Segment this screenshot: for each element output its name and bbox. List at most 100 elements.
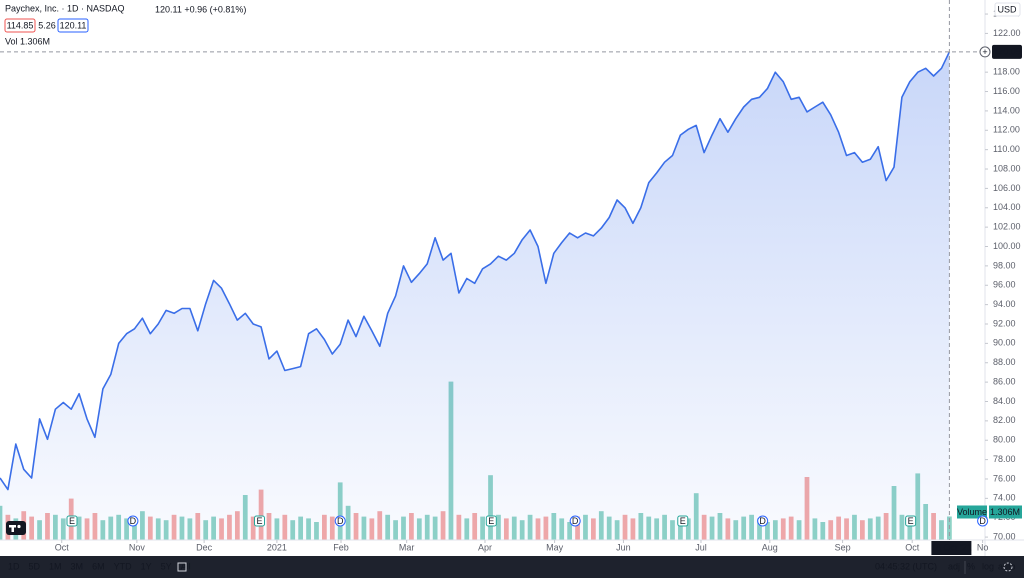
y-tick-label: 82.00 [993,415,1016,425]
event-label[interactable]: E [488,516,494,526]
last-price-badge [992,44,1022,59]
scale-option[interactable]: auto [998,561,1016,571]
y-tick-label: 122.00 [993,28,1021,38]
y-tick-label: 88.00 [993,357,1016,367]
range-button[interactable]: 5Y [161,561,172,571]
x-tick-label: Aug [762,542,778,552]
dividend-marker[interactable] [569,515,581,527]
event-label[interactable]: E [908,516,914,526]
x-tick-label: Nov [129,542,146,552]
event-label[interactable]: E [256,516,262,526]
event-label[interactable]: D [130,516,137,526]
event-label[interactable]: D [979,516,986,526]
y-tick-label: 102.00 [993,222,1021,232]
event-label[interactable]: E [680,516,686,526]
x-tick-label: No [977,542,989,552]
y-tick-label: 106.00 [993,183,1021,193]
range-button[interactable]: YTD [114,561,133,571]
crosshair-date-box [931,541,972,555]
y-tick-label: 76.00 [993,473,1016,483]
y-tick-label: 116.00 [993,86,1020,96]
scale-option[interactable]: adj [948,561,960,571]
x-tick-label: Feb [333,542,349,552]
plus: + [982,47,987,57]
event-label[interactable]: D [337,516,344,526]
scale-option[interactable]: % [967,561,975,571]
earnings-marker[interactable] [254,515,266,527]
spread: 5.26 [38,20,56,30]
volume-name: Volume [957,507,987,517]
y-tick-label: 100.00 [993,241,1021,251]
y-tick-label: 92.00 [993,318,1016,328]
price-line [0,51,951,491]
crosshair-plus[interactable] [979,46,991,58]
dividend-marker[interactable] [127,515,139,527]
ask-price[interactable]: 120.11 [60,20,87,30]
y-tick-label: 114.00 [993,105,1020,115]
dividend-marker[interactable] [977,515,989,527]
symbol-title: Paychex, Inc. · 1D · NASDAQ [5,3,125,13]
y-tick-label: 110.00 [993,144,1020,154]
x-tick-label: May [546,542,564,552]
y-tick-label: 78.00 [993,454,1016,464]
x-tick-label: Jul [695,542,707,552]
range-button[interactable]: 1M [49,561,62,571]
logo[interactable] [6,521,26,535]
y-tick-label: 108.00 [993,163,1021,173]
y-tick-label: 96.00 [993,280,1016,290]
bid-price[interactable]: 114.85 [7,20,34,30]
x-tick-label: 2021 [267,542,287,552]
x-tick-label: Sep [835,542,851,552]
x-tick-label: Jun [616,542,631,552]
range-button[interactable]: 1D [8,561,20,571]
earnings-marker[interactable] [677,515,689,527]
earnings-marker[interactable] [485,515,497,527]
currency[interactable]: USD [997,4,1017,14]
event-label[interactable]: E [69,516,75,526]
y-tick-label: 90.00 [993,338,1016,348]
y-tick-label: 74.00 [993,493,1016,503]
x-tick-label: Apr [478,542,492,552]
logo-mark [11,525,14,532]
earnings-marker[interactable] [905,515,917,527]
event-label[interactable]: D [759,516,766,526]
x-tick-label: Oct [55,542,70,552]
y-tick-label: 104.00 [993,202,1021,212]
settings-icon[interactable] [1003,562,1013,572]
x-tick-label: Mar [399,542,415,552]
scale-option[interactable]: log [982,561,994,571]
quote: 120.11 +0.96 (+0.81%) [155,4,246,14]
bottom-toolbar [0,556,1024,578]
dividend-marker[interactable] [757,515,769,527]
y-tick-label: 94.00 [993,299,1016,309]
y-tick-label: 86.00 [993,376,1016,386]
y-tick-label: 80.00 [993,435,1016,445]
currency-box[interactable] [994,2,1021,17]
range-button[interactable]: 5D [29,561,41,571]
volume-value: 1.306M [20,36,50,46]
range-button[interactable]: 6M [92,561,105,571]
y-tick-label: 118.00 [993,67,1020,77]
event-label[interactable]: D [572,516,579,526]
logo-mark [17,524,21,529]
plot-area [0,51,952,540]
x-tick-label: Oct [905,542,920,552]
y-tick-label: 112.00 [993,125,1020,135]
dividend-marker[interactable] [334,515,346,527]
earnings-marker[interactable] [66,515,78,527]
x-tick-label: Dec [196,542,213,552]
area-fill [0,51,950,540]
volume-last: 1.306M [990,507,1020,517]
y-tick-label: 84.00 [993,396,1016,406]
range-button[interactable]: 3M [71,561,84,571]
y-tick-label: 70.00 [993,531,1016,541]
volume-label: Vol [5,36,18,46]
ask-box[interactable] [57,18,89,33]
bid-box[interactable] [4,18,36,33]
range-button[interactable]: 1Y [141,561,152,571]
crosshair-date: 18 Oct '21 [931,542,972,552]
clock: 04:45:32 (UTC) [875,561,937,571]
y-tick-label: 98.00 [993,260,1016,270]
date-range-icon[interactable] [177,562,187,572]
